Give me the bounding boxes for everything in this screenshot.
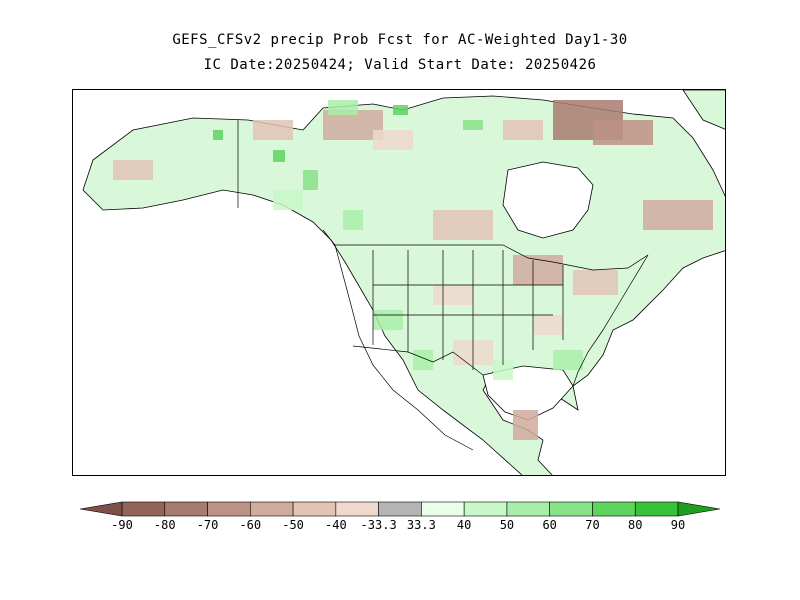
anomaly-patch	[328, 100, 358, 115]
anomaly-patch	[433, 210, 493, 240]
colorbar-tick-label: -70	[196, 518, 219, 532]
colorbar-cell	[378, 501, 422, 517]
coastline-west	[322, 229, 474, 451]
anomaly-patch	[553, 350, 583, 370]
anomaly-patch	[433, 285, 473, 305]
colorbar-cell	[463, 501, 508, 517]
anomaly-patch	[513, 255, 563, 285]
colorbar-cell	[250, 501, 294, 517]
anomaly-patch	[303, 170, 318, 190]
colorbar-cell	[592, 501, 636, 517]
colorbar-tick-label: -33.3	[360, 518, 397, 532]
anomaly-patch	[113, 160, 153, 180]
anomaly-patch	[573, 270, 618, 295]
colorbar-cell	[506, 501, 550, 517]
map-panel	[72, 89, 726, 476]
colorbar-tick-label: -90	[111, 518, 133, 532]
colorbar-tick-label: 33.3	[406, 518, 436, 532]
colorbar-tick-label: 70	[585, 518, 600, 532]
colorbar-cell	[121, 501, 166, 517]
anomaly-patch	[593, 120, 653, 145]
anomaly-patch	[273, 150, 285, 162]
colorbar-cell	[207, 501, 251, 517]
colorbar-cell	[292, 501, 337, 517]
anomaly-patch	[493, 360, 513, 380]
map-subtitle: IC Date:20250424; Valid Start Date: 2025…	[203, 57, 597, 73]
coastline-east	[572, 254, 649, 387]
colorbar-tick-label: -40	[325, 518, 347, 532]
anomaly-patch	[413, 350, 433, 370]
anomaly-patch	[213, 130, 223, 140]
map-title: GEFS_CFSv2 precip Prob Fcst for AC-Weigh…	[172, 32, 628, 48]
anomaly-patch	[343, 210, 363, 230]
anomaly-patch	[393, 105, 408, 115]
us-canada-border	[335, 244, 649, 271]
colorbar-tick-label: 90	[670, 518, 686, 532]
anomaly-patch	[503, 120, 543, 140]
colorbar-cell	[634, 501, 679, 517]
colorbar-tick-label: 40	[456, 518, 472, 532]
colorbar-cell	[549, 501, 593, 517]
colorbar-cell	[335, 501, 379, 517]
colorbar-tick-label: 80	[627, 518, 643, 532]
colorbar-cell	[421, 501, 465, 517]
anomaly-patch	[643, 200, 713, 230]
greenland-edge	[682, 90, 725, 130]
colorbar-cells	[79, 501, 721, 517]
anomaly-patch	[373, 130, 413, 150]
colorbar-left-arrow	[79, 501, 123, 517]
us-mexico-border	[352, 345, 484, 376]
colorbar-right-arrow	[677, 501, 721, 517]
anomaly-patch	[253, 120, 293, 140]
anomaly-patch	[373, 310, 403, 330]
hudson-bay	[502, 161, 594, 239]
anomaly-patch	[513, 410, 538, 440]
colorbar-tick-label: -80	[153, 518, 176, 532]
anomaly-patch	[273, 190, 303, 210]
anomaly-patches	[113, 100, 713, 440]
map-svg	[82, 90, 725, 475]
colorbar-tick-label: -50	[282, 518, 304, 532]
colorbar-cell	[164, 501, 208, 517]
state-lines	[372, 250, 564, 370]
boundaries	[237, 120, 649, 451]
colorbar-tick-label: 50	[499, 518, 515, 532]
colorbar-tick-label: 60	[542, 518, 557, 532]
anomaly-patch	[533, 315, 563, 335]
anomaly-patch	[463, 120, 483, 130]
colorbar-tick-label: -60	[239, 518, 262, 532]
